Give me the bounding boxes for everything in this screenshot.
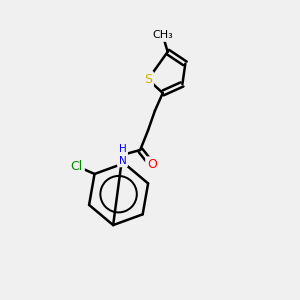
Text: H
N: H N [118, 144, 126, 166]
Text: O: O [147, 158, 157, 171]
Text: Cl: Cl [71, 160, 83, 172]
Text: S: S [144, 73, 152, 86]
Text: CH₃: CH₃ [152, 30, 173, 40]
